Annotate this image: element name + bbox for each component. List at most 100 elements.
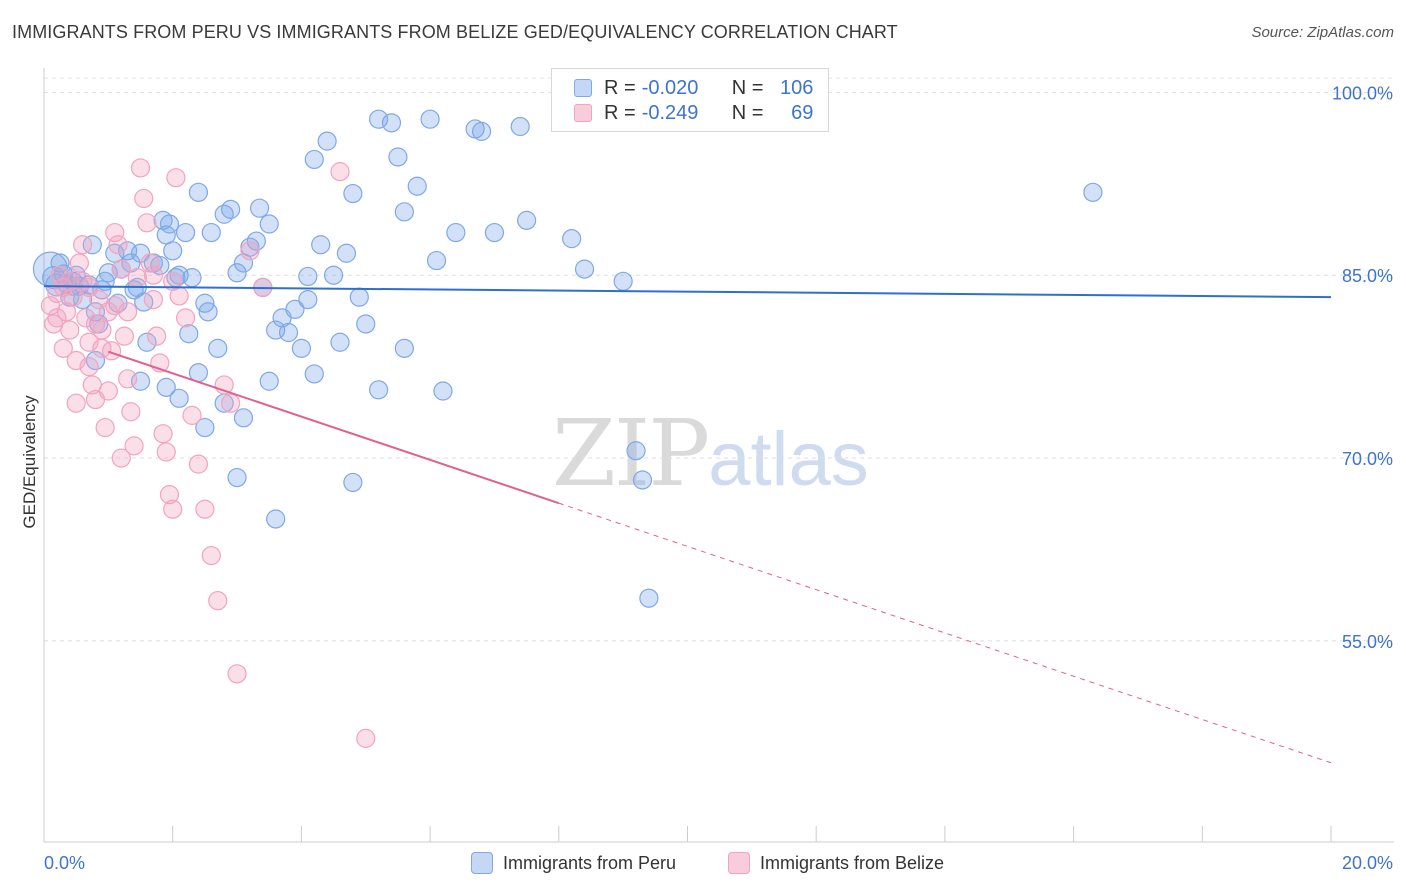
- belize-point: [85, 314, 106, 334]
- peru-point: [510, 116, 530, 137]
- peru-point: [156, 377, 176, 397]
- peru-point: [298, 266, 318, 287]
- peru-point: [304, 364, 324, 384]
- belize-point: [95, 417, 115, 438]
- peru-point: [195, 417, 215, 438]
- y-tick-label: 100.0%: [1332, 83, 1393, 103]
- belize-point: [98, 381, 118, 401]
- belize-point: [121, 402, 141, 422]
- x-tick-label: 20.0%: [1342, 853, 1393, 873]
- peru-point: [349, 287, 369, 307]
- belize-point: [69, 253, 89, 273]
- legend-label-belize: Immigrants from Belize: [760, 852, 945, 873]
- x-tick-label: 0.0%: [44, 853, 85, 873]
- belize-point: [208, 591, 228, 611]
- peru-point: [336, 243, 357, 263]
- belize-point: [188, 454, 209, 474]
- n-label: N =: [731, 76, 764, 99]
- peru-point: [246, 231, 266, 251]
- peru-point: [179, 324, 199, 344]
- belize-point: [111, 448, 131, 468]
- belize-point: [221, 393, 241, 413]
- legend-label-peru: Immigrants from Peru: [503, 852, 677, 873]
- peru-point: [188, 182, 209, 202]
- peru-point: [169, 388, 189, 408]
- y-tick-label: 85.0%: [1342, 266, 1393, 286]
- belize-point: [163, 499, 183, 519]
- peru-point: [259, 214, 279, 234]
- belize-point: [60, 320, 80, 340]
- peru-point: [407, 176, 427, 196]
- r-value: -0.249: [641, 101, 699, 124]
- peru-point: [198, 302, 218, 322]
- belize-point: [159, 485, 180, 505]
- peru-point: [330, 332, 350, 352]
- peru-point: [227, 467, 247, 488]
- peru-point: [574, 259, 595, 279]
- belize-point: [227, 664, 247, 684]
- belize-point: [114, 326, 135, 346]
- watermark: ZIPatlas: [552, 400, 869, 507]
- belize-point: [330, 162, 350, 182]
- peru-point: [517, 210, 537, 230]
- belize-point: [137, 213, 157, 233]
- belize-point: [156, 442, 176, 462]
- peru-point: [285, 299, 305, 319]
- belize-point: [101, 341, 122, 361]
- peru-point: [175, 222, 196, 243]
- peru-point: [343, 183, 363, 204]
- belize-point: [201, 545, 221, 566]
- stats-legend: R = -0.020 N = 106 R = -0.249 N = 69: [551, 68, 829, 132]
- legend-item-belize[interactable]: Immigrants from Belize: [728, 852, 944, 874]
- peru-swatch: [574, 79, 592, 97]
- peru-point: [201, 222, 221, 243]
- belize-point: [147, 326, 167, 346]
- belize-trend-line: [108, 350, 560, 505]
- belize-point: [105, 222, 125, 243]
- belize-point: [143, 265, 163, 285]
- peru-point: [433, 381, 453, 401]
- n-value: 106: [780, 76, 814, 99]
- peru-point: [394, 338, 414, 358]
- peru-point: [562, 229, 582, 249]
- belize-point: [175, 308, 196, 328]
- stats-row-belize: R = -0.249 N = 69: [574, 101, 813, 125]
- belize-point: [130, 158, 151, 178]
- belize-point: [140, 253, 160, 273]
- peru-point: [613, 271, 633, 291]
- watermark-zip: ZIP: [552, 400, 710, 507]
- belize-point: [47, 308, 67, 328]
- belize-point: [73, 235, 93, 255]
- peru-point: [1083, 182, 1103, 202]
- series-peru: [32, 109, 1103, 608]
- y-tick-label: 55.0%: [1342, 632, 1393, 652]
- belize-point: [79, 357, 99, 377]
- peru-point: [159, 214, 180, 234]
- belize-point: [240, 241, 260, 261]
- belize-point: [153, 424, 173, 444]
- peru-point: [233, 408, 254, 428]
- chart-title: IMMIGRANTS FROM PERU VS IMMIGRANTS FROM …: [12, 22, 898, 42]
- r-label: R =: [604, 76, 636, 99]
- peru-legend-swatch: [471, 852, 493, 874]
- belize-point: [195, 499, 215, 519]
- peru-point: [298, 289, 318, 310]
- peru-point: [317, 131, 337, 151]
- belize-point: [79, 332, 99, 352]
- series-legend: Immigrants from Peru Immigrants from Bel…: [0, 852, 1406, 878]
- peru-point: [639, 588, 659, 608]
- series-belize: [40, 158, 376, 748]
- n-label: N =: [731, 101, 764, 124]
- legend-item-peru[interactable]: Immigrants from Peru: [471, 852, 676, 874]
- peru-point: [323, 265, 344, 285]
- belize-legend-swatch: [728, 852, 750, 874]
- peru-point: [221, 199, 241, 219]
- belize-point: [182, 405, 202, 425]
- peru-point: [420, 109, 440, 129]
- belize-point: [124, 436, 144, 456]
- peru-point: [163, 241, 183, 261]
- peru-point: [446, 222, 466, 243]
- peru-point: [291, 338, 311, 358]
- peru-point: [343, 472, 363, 493]
